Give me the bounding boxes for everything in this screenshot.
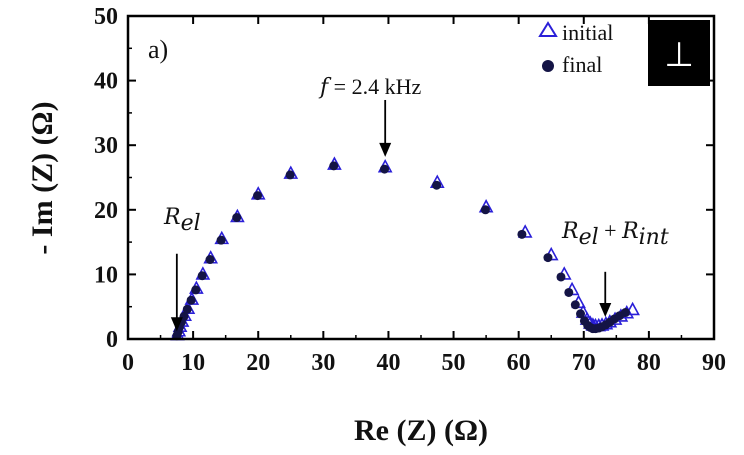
final-point bbox=[253, 191, 263, 201]
initial-point bbox=[625, 301, 640, 316]
legend-circle-icon bbox=[542, 60, 554, 72]
annotation-rel-rint: Rel + Rint bbox=[561, 218, 669, 250]
x-tick-label-40: 40 bbox=[376, 350, 400, 376]
x-tick-label-0: 0 bbox=[122, 350, 134, 376]
x-tick-label-50: 50 bbox=[442, 350, 466, 376]
final-point bbox=[182, 304, 192, 314]
final-point bbox=[197, 271, 207, 281]
orientation-badge-symbol: ⊥ bbox=[664, 35, 694, 75]
y-tick-label-10: 10 bbox=[94, 262, 118, 288]
final-point bbox=[232, 213, 242, 223]
final-point bbox=[620, 308, 630, 318]
final-point bbox=[543, 253, 553, 263]
legend-label-final: final bbox=[562, 52, 602, 77]
final-point bbox=[517, 229, 527, 239]
y-tick-label-0: 0 bbox=[106, 327, 118, 353]
x-tick-label-80: 80 bbox=[637, 350, 661, 376]
y-axis-label: - Im (Z) (Ω) bbox=[26, 101, 59, 254]
annotation-rel: Rel bbox=[163, 205, 201, 236]
legend: initial final bbox=[538, 20, 613, 77]
final-point bbox=[205, 255, 215, 265]
annotations-layer bbox=[170, 99, 612, 332]
final-point bbox=[564, 287, 574, 297]
final-point bbox=[556, 272, 566, 282]
x-tick-label-30: 30 bbox=[311, 350, 335, 376]
final-point bbox=[329, 161, 339, 171]
arrowhead-relint bbox=[599, 303, 612, 318]
points-layer bbox=[170, 156, 640, 341]
final-point bbox=[480, 205, 490, 215]
final-point bbox=[285, 170, 295, 180]
ticks-layer: 0 10 20 30 40 50 60 70 80 90 0 10 20 30 40 50 bbox=[94, 4, 726, 376]
plot-frame bbox=[126, 14, 716, 341]
x-tick-label-60: 60 bbox=[507, 350, 531, 376]
final-point bbox=[380, 164, 390, 174]
x-tick-label-90: 90 bbox=[702, 350, 726, 376]
arrowhead-freq bbox=[379, 142, 392, 157]
legend-label-initial: initial bbox=[562, 20, 613, 45]
final-point bbox=[570, 300, 580, 310]
x-axis-label: Re (Z) (Ω) bbox=[354, 414, 488, 447]
y-tick-label-30: 30 bbox=[94, 133, 118, 159]
x-tick-label-20: 20 bbox=[246, 350, 270, 376]
final-point bbox=[191, 285, 201, 295]
final-point bbox=[216, 235, 226, 245]
x-tick-label-10: 10 bbox=[181, 350, 205, 376]
annotation-frequency: f = 2.4 kHz bbox=[318, 74, 421, 100]
arrowhead-rel bbox=[170, 317, 183, 332]
y-tick-label-40: 40 bbox=[94, 69, 118, 95]
final-point bbox=[576, 309, 586, 319]
final-point bbox=[432, 180, 442, 190]
x-tick-label-70: 70 bbox=[572, 350, 596, 376]
panel-label: a) bbox=[148, 35, 168, 64]
y-tick-label-20: 20 bbox=[94, 198, 118, 224]
orientation-badge bbox=[648, 20, 710, 86]
y-tick-label-50: 50 bbox=[94, 4, 118, 30]
final-point bbox=[186, 295, 196, 305]
legend-triangle-icon bbox=[538, 21, 558, 37]
